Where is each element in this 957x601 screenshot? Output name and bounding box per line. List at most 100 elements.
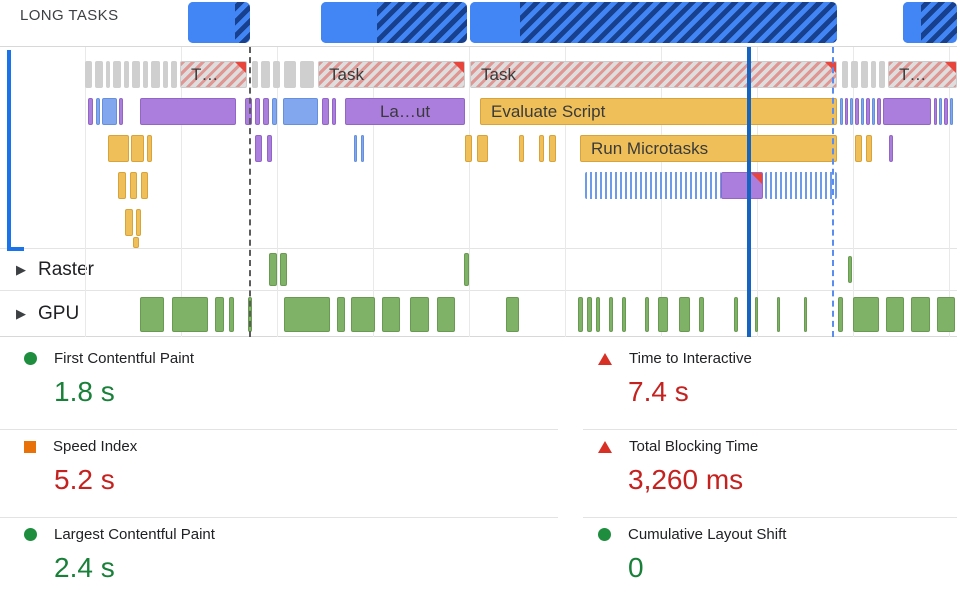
gpu-activity-bar[interactable] [351,297,375,332]
flame-event-bar[interactable] [850,98,853,125]
raster-activity-bar[interactable] [269,253,277,286]
flame-event-bar[interactable] [855,98,859,125]
raster-track-label[interactable]: Raster [38,258,94,280]
long-task-bar[interactable] [188,2,250,43]
flame-event-bar[interactable] [151,61,160,88]
flame-event-bar[interactable] [252,61,258,88]
flame-event-bar[interactable] [855,135,862,162]
evaluate-script-bar[interactable]: Evaluate Script [480,98,837,125]
flame-event-bar[interactable] [163,61,168,88]
gpu-activity-bar[interactable] [284,297,330,332]
gpu-activity-bar[interactable] [853,297,879,332]
flame-event-bar[interactable] [944,98,948,125]
flame-event-bar[interactable] [361,135,364,162]
flame-event-bar[interactable] [934,98,937,125]
raster-track[interactable]: ▶ Raster [0,248,957,291]
flame-event-bar[interactable] [140,98,236,125]
flame-event-bar[interactable] [261,61,270,88]
flame-event-bar[interactable] [245,98,252,125]
flame-event-bar[interactable] [272,98,277,125]
flame-event-bar[interactable] [273,61,280,88]
gpu-activity-bar[interactable] [172,297,208,332]
flame-event-bar[interactable] [950,98,953,125]
flame-event-bar[interactable] [332,98,336,125]
gpu-activity-bar[interactable] [838,297,843,332]
flame-event-bar[interactable] [125,209,133,236]
long-task-bar[interactable] [903,2,957,43]
flame-event-bar[interactable] [106,61,110,88]
flame-event-bar[interactable] [255,135,262,162]
gpu-activity-bar[interactable] [658,297,668,332]
flame-event-bar[interactable] [113,61,121,88]
flame-event-bar[interactable] [840,98,843,125]
gpu-activity-bar[interactable] [215,297,224,332]
gpu-activity-bar[interactable] [609,297,613,332]
flame-event-bar[interactable] [354,135,357,162]
gpu-activity-bar[interactable] [734,297,738,332]
flame-event-bar[interactable] [549,135,556,162]
flame-event-bar[interactable] [263,98,269,125]
flame-event-bar[interactable] [842,61,848,88]
flame-event-bar[interactable] [130,172,137,199]
flame-event-bar[interactable] [300,61,314,88]
flame-event-bar[interactable] [879,61,885,88]
collapse-triangle-icon[interactable]: ▶ [16,261,26,277]
task-bar[interactable]: T… [180,61,247,88]
gpu-activity-bar[interactable] [886,297,904,332]
long-task-bar[interactable] [470,2,837,43]
flame-event-bar[interactable] [131,135,144,162]
flame-event-bar[interactable] [255,98,260,125]
flame-event-bar[interactable] [851,61,858,88]
flame-event-bar[interactable] [283,98,318,125]
flame-event-bar[interactable] [267,135,272,162]
flame-event-bar[interactable] [585,172,721,199]
gpu-activity-bar[interactable] [506,297,519,332]
gpu-activity-bar[interactable] [699,297,704,332]
flame-event-bar[interactable] [465,135,472,162]
gpu-activity-bar[interactable] [679,297,690,332]
flame-event-bar[interactable] [871,61,876,88]
gpu-activity-bar[interactable] [229,297,234,332]
flame-event-bar[interactable] [861,61,868,88]
flame-event-bar[interactable] [136,209,141,236]
playhead-marker[interactable] [747,47,751,337]
gpu-activity-bar[interactable] [140,297,164,332]
gpu-track-label[interactable]: GPU [38,302,80,324]
flame-event-bar[interactable] [877,98,881,125]
gpu-activity-bar[interactable] [337,297,345,332]
flame-event-bar[interactable] [519,135,524,162]
gpu-activity-bar[interactable] [622,297,626,332]
flame-event-bar[interactable] [866,98,870,125]
flame-event-bar[interactable] [866,135,872,162]
task-bar[interactable]: Task [470,61,837,88]
flame-event-bar[interactable] [322,98,329,125]
gpu-activity-bar[interactable] [937,297,955,332]
gpu-activity-bar[interactable] [437,297,455,332]
flame-event-bar[interactable] [85,61,92,88]
collapse-triangle-icon[interactable]: ▶ [16,305,26,321]
gpu-activity-bar[interactable] [911,297,930,332]
gpu-activity-bar[interactable] [382,297,400,332]
run-microtasks-bar[interactable]: Run Microtasks [580,135,837,162]
gpu-activity-bar[interactable] [777,297,780,332]
flame-event-bar[interactable] [147,135,152,162]
gpu-activity-bar[interactable] [645,297,649,332]
layout-bar[interactable]: La…ut [345,98,465,125]
flame-event-bar[interactable] [765,172,837,199]
flame-event-bar[interactable] [102,98,117,125]
flame-event-bar[interactable] [132,61,140,88]
rendering-event-bar[interactable] [721,172,763,199]
flame-event-bar[interactable] [124,61,129,88]
flame-event-bar[interactable] [118,172,126,199]
flame-event-bar[interactable] [477,135,488,162]
gpu-activity-bar[interactable] [578,297,583,332]
task-bar[interactable]: Task [318,61,465,88]
raster-activity-bar[interactable] [280,253,287,286]
gpu-activity-bar[interactable] [596,297,600,332]
gpu-activity-bar[interactable] [587,297,592,332]
flame-event-bar[interactable] [171,61,177,88]
flame-event-bar[interactable] [96,98,100,125]
gpu-activity-bar[interactable] [755,297,758,332]
flame-event-bar[interactable] [141,172,148,199]
long-task-bar[interactable] [321,2,467,43]
